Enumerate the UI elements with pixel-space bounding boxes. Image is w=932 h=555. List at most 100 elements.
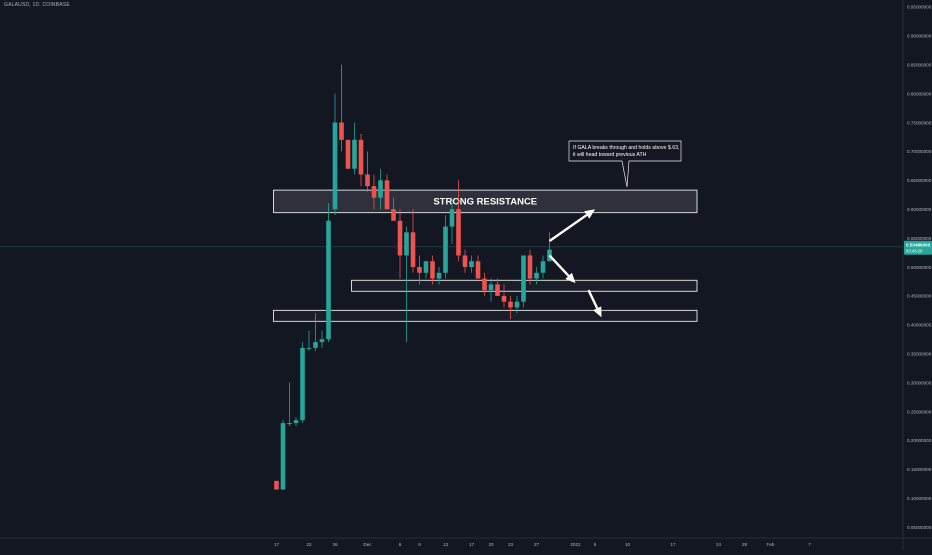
y-tick-label: 0.30000000 [907,380,932,385]
candle-body [456,209,461,256]
y-tick-label: 0.90000000 [907,34,932,39]
x-tick-label: 27 [534,542,540,547]
x-tick-label: Dec [363,542,372,547]
arrow-shaft [548,213,588,242]
arrow [548,254,576,284]
x-tick-label: 9 [418,542,421,547]
candle-body [488,284,494,291]
candle-body [352,139,357,169]
candle-body [534,272,539,279]
arrow [548,209,595,242]
callout-box [568,140,682,188]
support-zone [273,309,698,322]
candle-body [287,423,292,425]
x-tick-label: 20 [488,542,494,547]
candle-body [540,261,546,273]
candle-body [495,284,500,296]
arrow-head [584,209,595,219]
candle-body [293,420,299,424]
candle-body [306,347,312,349]
y-tick-label: 0.80000000 [907,91,932,96]
y-tick-label: 0.05000000 [907,525,932,530]
y-tick-label: 0.70000000 [907,149,932,154]
candle-body [508,301,513,308]
y-tick-label: 0.60000000 [907,207,932,212]
price-tag-box [904,240,932,255]
candle-body [514,301,520,308]
y-tick-label: 0.75000000 [907,120,932,125]
y-tick-label: 0.55000000 [907,236,932,241]
y-tick-label: 0.20000000 [907,438,932,443]
zones: STRONG RESISTANCE [273,189,698,322]
candle-body [358,139,364,175]
zone-label: STRONG RESISTANCE [433,197,537,208]
candle-body [280,423,286,490]
candle-body [521,255,526,302]
y-tick-label: 0.95000000 [907,5,932,10]
x-tick-label: 22 [306,542,312,547]
x-tick-label: 17 [274,542,280,547]
x-tick-label: 7 [808,542,811,547]
y-tick-label: 0.85000000 [907,62,932,67]
candle-body [339,122,344,140]
candle-body [378,180,383,198]
x-tick-label: 2022 [570,542,581,547]
x-tick-label: 17 [670,542,676,547]
candle-body [274,480,279,490]
x-tick-label: Feb [767,542,775,547]
candle-body [371,186,377,198]
candle-body [469,261,474,267]
x-tick-label: 5 [594,542,597,547]
candle-body [417,267,422,273]
candle-body [423,261,429,273]
x-tick-label: 13 [443,542,449,547]
candles [274,64,552,490]
candle-body [397,220,403,256]
y-tick-label: 0.50000000 [907,265,932,270]
x-tick-label: 23 [508,542,514,547]
y-tick-label: 0.35000000 [907,352,932,357]
candle-body [410,232,416,267]
candle-body [527,255,533,279]
y-tick-label: 0.45000000 [907,294,932,299]
callout-text: it will head toward previous ATH [573,152,647,158]
candle-body [300,347,305,421]
x-tick-label: 6 [399,542,402,547]
countdown-label: 03:43:20 [906,248,923,253]
x-tick-label: 26 [332,542,338,547]
arrow [587,289,602,318]
candle-body [501,295,507,302]
candle-body [326,220,331,340]
candle-body [475,261,481,279]
arrow-head [565,272,576,284]
current-price-label: 0.53486000 [906,242,931,247]
y-tick-label: 0.25000000 [907,409,932,414]
candle-body [404,232,409,256]
x-tick-label: 10 [625,542,631,547]
y-tick-label: 0.40000000 [907,323,932,328]
candle-body [313,342,318,348]
candle-body [365,174,370,187]
candle-body [345,139,351,169]
y-tick-label: 0.15000000 [907,467,932,472]
x-tick-label: 17 [469,542,475,547]
x-tick-label: 28 [742,542,748,547]
candle-body [332,122,338,210]
arrows [548,209,602,318]
symbol-title: GALAUSD, 1D, COINBASE [4,2,70,8]
candle-body [482,278,487,291]
candle-body [449,209,455,227]
arrow-shaft [587,289,599,309]
candle-body [436,272,442,279]
x-tick-label: 24 [716,542,722,547]
y-tick-label: 0.65000000 [907,178,932,183]
arrow-head [593,306,602,318]
candle-body [391,209,396,221]
callout: If GALA breaks through and holds above $… [568,140,682,188]
candle-body [443,226,448,273]
callout-text: If GALA breaks through and holds above $… [573,145,679,151]
